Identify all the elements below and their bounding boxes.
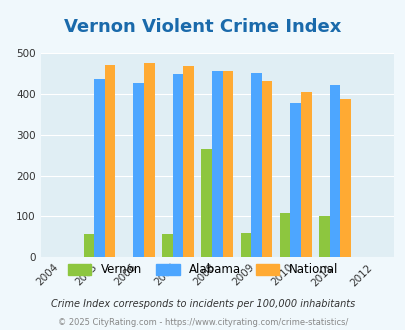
Bar	[240, 233, 251, 257]
Bar	[300, 92, 311, 257]
Bar	[339, 99, 350, 257]
Text: © 2025 CityRating.com - https://www.cityrating.com/crime-statistics/: © 2025 CityRating.com - https://www.city…	[58, 318, 347, 327]
Bar	[133, 83, 144, 257]
Bar	[318, 216, 329, 257]
Legend: Vernon, Alabama, National: Vernon, Alabama, National	[63, 259, 342, 281]
Bar	[329, 85, 339, 257]
Bar	[201, 149, 211, 257]
Bar	[183, 66, 193, 257]
Bar	[211, 71, 222, 257]
Bar	[83, 234, 94, 257]
Bar	[94, 80, 104, 257]
Text: Crime Index corresponds to incidents per 100,000 inhabitants: Crime Index corresponds to incidents per…	[51, 299, 354, 309]
Bar	[162, 234, 172, 257]
Bar	[290, 103, 300, 257]
Bar	[144, 63, 154, 257]
Text: Vernon Violent Crime Index: Vernon Violent Crime Index	[64, 18, 341, 36]
Bar	[251, 73, 261, 257]
Bar	[104, 65, 115, 257]
Bar	[279, 213, 290, 257]
Bar	[261, 81, 272, 257]
Bar	[172, 74, 183, 257]
Bar	[222, 71, 232, 257]
